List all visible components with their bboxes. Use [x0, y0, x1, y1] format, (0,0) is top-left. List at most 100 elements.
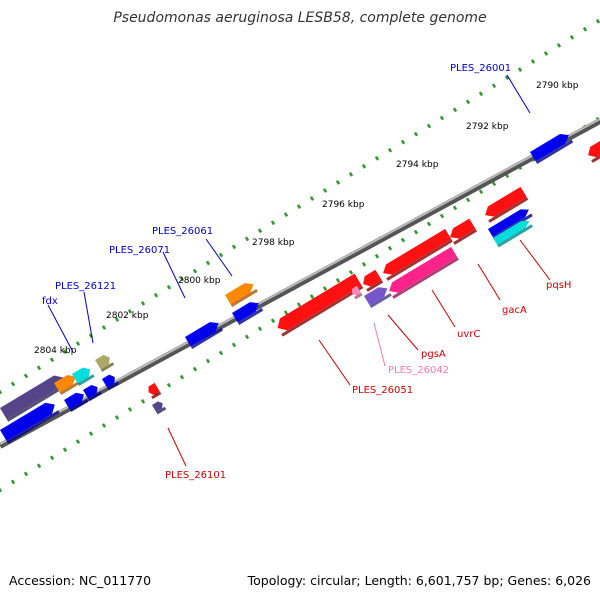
tick-dot-inner [387, 245, 393, 251]
tick-dot-inner [374, 253, 380, 259]
gene-feature [102, 374, 119, 391]
gene-label: PLES_26001 [450, 63, 511, 74]
tick-dot-inner [465, 197, 471, 203]
gene-feature [225, 283, 258, 308]
tick-dot-outer [569, 34, 575, 40]
gene-label: pgsA [421, 349, 446, 360]
tick-dot-inner [270, 318, 276, 324]
tick-dot-outer [257, 228, 263, 234]
tick-dot-inner [296, 302, 302, 308]
gene-feature [530, 133, 574, 165]
accession-text: Accession: NC_011770 [9, 573, 152, 588]
tick-dot-inner [166, 382, 172, 388]
tick-dot-outer [283, 212, 289, 218]
tick-dot-inner [192, 366, 198, 372]
tick-dot-inner [140, 398, 146, 404]
gene-feature [0, 375, 69, 422]
tick-dot-outer [270, 220, 276, 226]
tick-dot-outer [10, 381, 16, 387]
tick-label: 2794 kbp [396, 160, 439, 170]
tick-dot-inner [309, 294, 315, 299]
tick-dot-outer [309, 196, 315, 201]
tick-dot-outer [166, 284, 172, 290]
tick-dot-outer [387, 147, 393, 153]
gene-label: fdx [42, 296, 58, 307]
gene-label: PLES_26061 [152, 226, 213, 237]
tick-dot-outer [400, 139, 406, 145]
gene-feature [185, 322, 224, 350]
backbone-highlight [0, 118, 600, 445]
gene-feature [493, 220, 533, 248]
gene-label: gacA [502, 305, 527, 316]
gene-feature [95, 354, 115, 373]
gene-feature [389, 246, 459, 299]
tick-dot-outer [361, 163, 367, 169]
leader-line [373, 322, 386, 367]
gene-label: PLES_26042 [388, 365, 449, 376]
leader-line [387, 314, 419, 351]
tick-dot-outer [413, 131, 419, 137]
tick-dot-outer [452, 107, 458, 113]
tick-label: 2792 kbp [466, 122, 509, 132]
leader-line [431, 289, 456, 328]
tick-dot-inner [452, 205, 458, 211]
tick-dot-outer [465, 99, 471, 105]
gene-label: pqsH [546, 280, 571, 291]
tick-dot-inner [101, 423, 107, 428]
tick-dot-outer [49, 357, 55, 363]
tick-dot-inner [283, 310, 289, 316]
tick-dot-outer [75, 341, 81, 347]
tick-dot-outer [556, 43, 562, 48]
tick-dot-inner [491, 181, 497, 187]
tick-dot-inner [257, 326, 263, 332]
tick-dot-outer [322, 188, 328, 193]
gene-feature [485, 186, 529, 223]
tick-dot-inner [231, 342, 237, 348]
tick-dot-outer [595, 18, 600, 24]
tick-dot-inner [348, 269, 354, 275]
tick-dot-inner [400, 237, 406, 243]
tick-label: 2790 kbp [536, 81, 579, 91]
tick-dot-inner [322, 286, 328, 291]
genome-summary-text: Topology: circular; Length: 6,601,757 bp… [247, 573, 591, 588]
tick-label: 2798 kbp [252, 238, 295, 248]
tick-dot-inner [179, 374, 185, 380]
label-leaders [47, 74, 551, 467]
tick-dot-outer [582, 26, 588, 32]
tick-labels: 2790 kbp 2792 kbp 2794 kbp 2796 kbp 2798 kbp… [34, 81, 579, 356]
map-title: Pseudomonas aeruginosa LESB58, complete … [113, 10, 487, 26]
tick-dot-inner [361, 261, 367, 267]
tick-dot-outer [244, 236, 250, 242]
gene-feature [364, 287, 392, 309]
tick-label: 2804 kbp [34, 346, 77, 356]
tick-dot-outer [101, 325, 107, 330]
gene-label: PLES_26121 [55, 281, 116, 292]
gene-label: PLES_26071 [109, 245, 170, 256]
gene-label: PLES_26101 [165, 470, 226, 481]
gene-feature [383, 228, 453, 281]
tick-dot-inner [335, 278, 341, 283]
leader-line [205, 238, 233, 277]
gene-feature [277, 273, 364, 337]
leader-line [519, 239, 551, 281]
gene-label: PLES_26051 [352, 385, 413, 396]
gene-feature [0, 402, 60, 444]
tick-dot-outer [504, 75, 510, 81]
tick-dot-inner [478, 189, 484, 195]
tick-dot-outer [530, 59, 536, 64]
tick-dots-outer [0, 18, 600, 395]
leader-line [167, 427, 187, 467]
tick-dot-outer [153, 292, 159, 298]
tick-dot-outer [335, 180, 341, 185]
tick-dot-outer [374, 155, 380, 161]
tick-dot-outer [192, 268, 198, 274]
gene-label: uvrC [457, 329, 480, 340]
tick-dot-inner [62, 447, 68, 453]
tick-dot-outer [296, 204, 302, 210]
gene-feature [152, 401, 167, 415]
tick-dot-outer [218, 252, 224, 258]
gene-feature [232, 302, 264, 326]
tick-dot-inner [413, 229, 419, 235]
tick-dot-outer [517, 67, 523, 72]
